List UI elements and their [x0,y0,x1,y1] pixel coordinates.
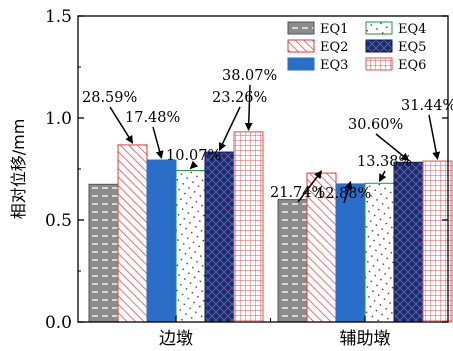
annotation-arrow [297,170,323,203]
bar-eq3-side-pier [146,159,177,323]
annotation-arrow [109,106,134,144]
x-axis: 边墩 辅助墩 [159,316,391,349]
legend-swatch-eq1 [287,21,315,35]
annotation-arrow [244,84,253,131]
bar-eq6-side-pier [233,131,264,323]
legend-label-eq4: EQ4 [398,22,426,37]
annotation-label: 21.74% [270,185,325,201]
bar-eq1-aux-pier [277,199,308,323]
bar-eq4-side-pier [175,169,206,323]
bar-eq5-side-pier [204,151,235,323]
annotations-group: 28.59% 17.48% 10.07% 23.26% 38.07% 21.74%12.8… [82,68,453,204]
legend-swatch-eq3 [287,57,315,71]
legend-swatch-eq2 [287,39,315,53]
annotation-label: 38.07% [222,68,277,84]
legend-swatch-eq4 [365,21,393,35]
y-axis: 0.0 0.5 1.0 1.5 [45,7,448,333]
legend: EQ1 EQ2 EQ3 EQ4 EQ5 EQ6 [287,21,426,73]
legend-label-eq6: EQ6 [398,58,426,73]
annotation-arrow [343,180,353,204]
annotation-label: 12.88% [316,186,371,202]
bar-eq5-aux-pier [393,161,424,323]
legend-swatch-eq6 [365,57,393,71]
legend-label-eq1: EQ1 [320,22,348,37]
legend-label-eq2: EQ2 [320,40,348,55]
annotation-arrow [378,170,387,183]
x-category-label: 边墩 [159,329,193,349]
annotation-label: 28.59% [82,90,137,106]
bar-eq4-aux-pier [364,182,395,323]
y-tick-label: 1.5 [45,7,72,27]
annotation-label: 10.07% [166,148,221,164]
bar-eq1-side-pier [88,183,119,323]
annotation-arrow [428,114,441,161]
annotation-label: 30.60% [348,117,403,133]
y-tick-label: 1.0 [45,109,72,129]
bar-eq2-side-pier [117,144,148,323]
annotation-arrow [152,126,164,159]
x-category-label: 辅助墩 [340,329,391,349]
annotation-label: 17.48% [125,110,180,126]
y-axis-label: 相对位移/mm [9,119,28,220]
annotation-label: 23.26% [212,90,267,106]
bar-eq3-aux-pier [335,183,366,323]
y-tick-label: 0.5 [45,211,72,231]
annotation-arrow [189,160,199,170]
bars-group [88,131,453,323]
legend-swatch-eq5 [365,39,393,53]
y-tick-label: 0.0 [45,313,72,333]
annotation-arrow [218,106,241,151]
legend-label-eq5: EQ5 [398,40,426,55]
annotation-label: 31.44% [401,98,453,114]
legend-label-eq3: EQ3 [320,58,348,73]
bar-eq6-aux-pier [422,160,453,323]
annotation-arrow [375,133,410,161]
annotation-label: 13.38% [357,154,412,170]
bar-eq2-aux-pier [306,172,337,323]
